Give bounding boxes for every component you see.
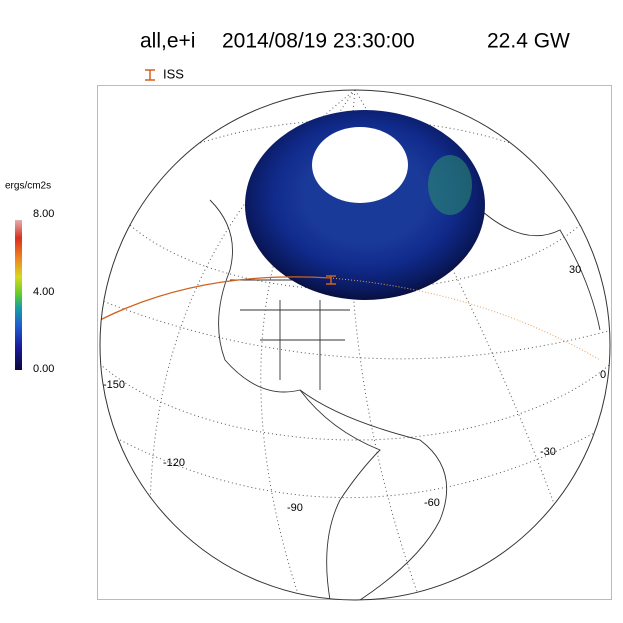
lon-label: -150 bbox=[103, 379, 125, 391]
colorbar-gradient bbox=[15, 220, 22, 370]
colorbar-tick: 4.00 bbox=[33, 286, 54, 298]
lon-label: -60 bbox=[424, 497, 440, 509]
colorbar: ergs/cm2s 8.00 4.00 0.00 bbox=[5, 181, 54, 375]
iss-legend: ISS bbox=[145, 66, 184, 81]
aurora-oval bbox=[245, 110, 485, 300]
iss-track-future bbox=[329, 277, 601, 361]
iss-marker bbox=[326, 275, 336, 285]
legend-label: ISS bbox=[163, 66, 184, 81]
globe bbox=[100, 90, 610, 600]
lon-label: -90 bbox=[287, 502, 303, 514]
lon-label: -120 bbox=[163, 457, 185, 469]
globe-outline bbox=[99, 89, 611, 601]
power-label: 22.4 GW bbox=[487, 30, 570, 53]
colorbar-unit: ergs/cm2s bbox=[5, 181, 51, 192]
mode-label: all,e+i bbox=[140, 30, 195, 53]
lon-label: 0 bbox=[600, 369, 606, 381]
iss-track bbox=[100, 276, 331, 321]
colorbar-tick: 0.00 bbox=[33, 363, 54, 375]
lon-label: -30 bbox=[540, 446, 556, 458]
longitude-labels: -150 -120 -90 -60 -30 0 30 bbox=[103, 264, 606, 514]
colorbar-tick: 8.00 bbox=[33, 208, 54, 220]
lon-label: 30 bbox=[569, 264, 581, 276]
datetime-label: 2014/08/19 23:30:00 bbox=[222, 30, 415, 53]
